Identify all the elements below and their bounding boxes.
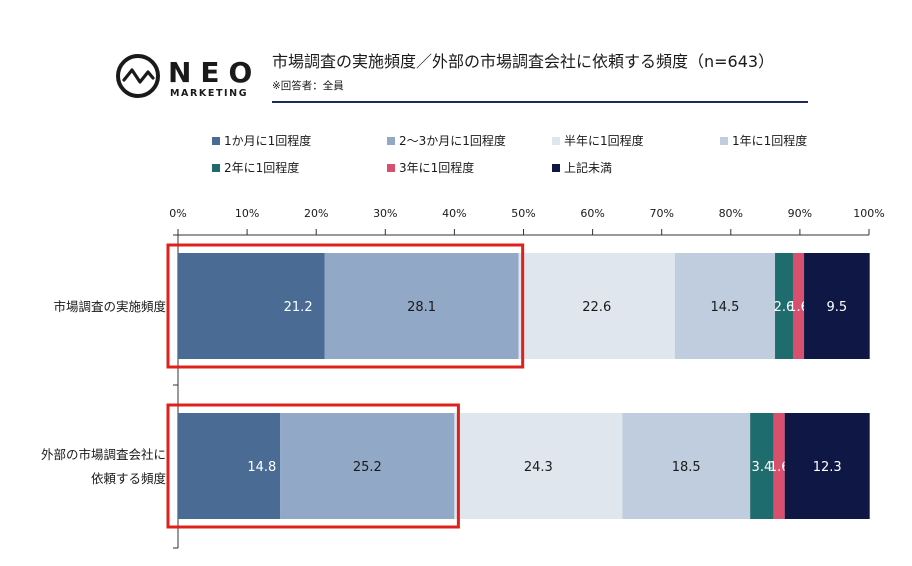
bar-segment [773, 413, 785, 519]
bar-segment [784, 413, 870, 519]
bar-value-label: 12.3 [813, 460, 842, 475]
x-tick-label: 20% [304, 207, 328, 220]
highlight-box [166, 243, 525, 369]
bar-segment [454, 413, 623, 519]
bar-segment [804, 253, 870, 359]
bar-value-label: 14.8 [247, 460, 276, 475]
category-label: 依頼する頻度 [91, 471, 167, 486]
bar-value-label: 1.6 [769, 460, 790, 475]
legend-swatch [212, 137, 220, 145]
legend-swatch [720, 137, 728, 145]
bar-value-label: 18.5 [672, 460, 701, 475]
plot-area: 市場調査の実施頻度 21.2 28.1 22.6 14.5 2.61.6 9.5外部の市場調… [41, 253, 870, 519]
bar-value-label: 25.2 [353, 460, 382, 475]
legend-label: 1か月に1回程度 [224, 133, 311, 148]
logo-word: NEO [168, 56, 261, 89]
bar-segment [280, 413, 455, 519]
x-tick-label: 100% [853, 207, 884, 220]
x-tick-label: 40% [442, 207, 466, 220]
bar-value-label: 2.6 [774, 300, 795, 315]
chart-title: 市場調査の実施頻度／外部の市場調査会社に依頼する頻度（n=643） [272, 52, 774, 71]
logo-wave-icon [122, 68, 155, 84]
highlight-box [166, 403, 460, 529]
category-label: 外部の市場調査会社に [41, 447, 166, 462]
legend-label: 3年に1回程度 [399, 160, 474, 175]
bar-value-label: 22.6 [582, 300, 611, 315]
bar-segment [622, 413, 751, 519]
legend-label: 半年に1回程度 [564, 133, 644, 148]
bar-segment [674, 253, 776, 359]
category-label: 市場調査の実施頻度 [53, 299, 166, 314]
bar-value-label: 28.1 [407, 300, 436, 315]
x-tick-label: 70% [649, 207, 673, 220]
legend-swatch [387, 137, 395, 145]
x-tick-label: 60% [580, 207, 604, 220]
bar-value-label: 1.6 [788, 300, 809, 315]
legend-label: 2年に1回程度 [224, 160, 299, 175]
bar-value-label: 24.3 [524, 460, 553, 475]
bar-value-label: 9.5 [827, 300, 848, 315]
bar-segment [178, 413, 281, 519]
bar-segment [792, 253, 805, 359]
bar-segment [178, 253, 325, 359]
bar-value-label: 14.5 [710, 300, 739, 315]
legend-swatch [387, 164, 395, 172]
legend-label: 1年に1回程度 [732, 133, 807, 148]
bar-segment [775, 253, 793, 359]
x-tick-label: 80% [719, 207, 743, 220]
x-axis: 0% 10% 20% 30% 40% 50% 60% 70% 80% 90% 100% [169, 207, 885, 549]
x-tick-label: 90% [788, 207, 812, 220]
logo-subtitle: MARKETING [170, 88, 248, 99]
bar-value-label: 21.2 [284, 300, 313, 315]
chart-note: ※回答者：全員 [272, 79, 344, 92]
legend: 1か月に1回程度 2〜3か月に1回程度 半年に1回程度 1年に1回程度 2年に1回程度 3… [212, 133, 807, 175]
bar-segment [324, 253, 519, 359]
x-tick-label: 50% [511, 207, 535, 220]
legend-swatch [552, 137, 560, 145]
legend-label: 上記未満 [564, 160, 612, 175]
logo-mark-icon [116, 54, 160, 98]
bar-segment [518, 253, 675, 359]
highlight-boxes [166, 243, 525, 529]
x-tick-label: 10% [235, 207, 259, 220]
bar-value-label: 3.4 [752, 460, 773, 475]
bar-segment [750, 413, 774, 519]
legend-label: 2〜3か月に1回程度 [399, 133, 506, 148]
x-tick-label: 0% [169, 207, 186, 220]
legend-swatch [552, 164, 560, 172]
x-tick-label: 30% [373, 207, 397, 220]
legend-swatch [212, 164, 220, 172]
logo: NEO MARKETING [116, 54, 261, 99]
